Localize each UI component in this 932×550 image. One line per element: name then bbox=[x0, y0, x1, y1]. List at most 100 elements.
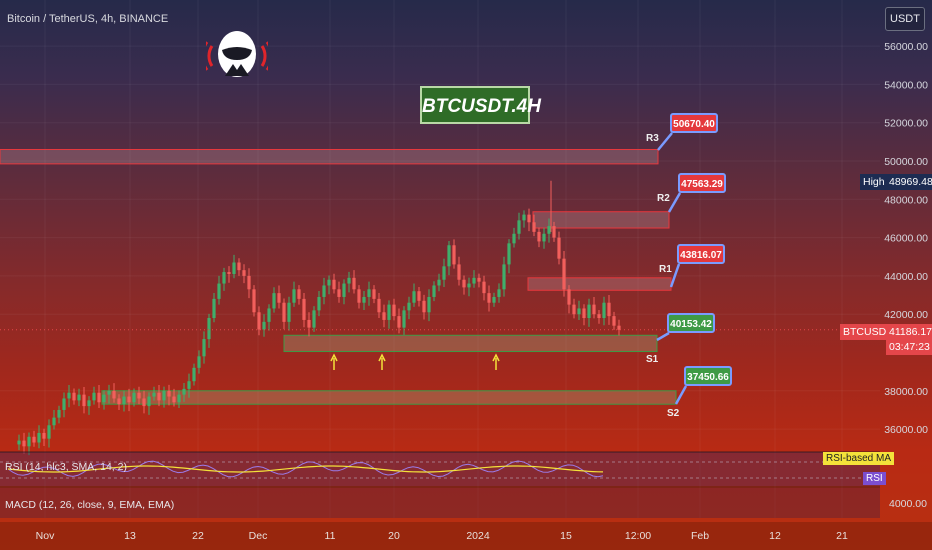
macd-legend[interactable]: MACD (12, 26, close, 9, EMA, EMA) bbox=[5, 499, 175, 511]
zone-r3 bbox=[0, 149, 659, 165]
r1-price-tag: 43816.07 bbox=[677, 244, 725, 264]
time-axis[interactable]: Nov 13 22 Dec 11 20 2024 15 12:00 Feb 12 21 bbox=[0, 522, 932, 550]
last-price-tag: 41186.17 bbox=[886, 324, 932, 340]
candle bbox=[297, 285, 301, 305]
r3-label: R3 bbox=[646, 133, 659, 144]
candle bbox=[487, 285, 491, 312]
candle-body bbox=[237, 262, 241, 271]
candle bbox=[37, 425, 41, 449]
candle bbox=[617, 319, 621, 336]
candle-body bbox=[357, 289, 361, 303]
candle bbox=[77, 388, 81, 407]
candle-body bbox=[507, 243, 511, 265]
candle bbox=[307, 312, 311, 337]
candle bbox=[247, 268, 251, 299]
candle bbox=[82, 386, 86, 414]
candle bbox=[107, 384, 111, 404]
price-tick-label: 42000.00 bbox=[884, 309, 928, 321]
candle-body bbox=[62, 398, 66, 410]
currency-button[interactable]: USDT bbox=[885, 7, 925, 31]
candle-body bbox=[147, 396, 151, 407]
price-tick-label: 36000.00 bbox=[884, 424, 928, 436]
candle bbox=[202, 331, 206, 364]
candle bbox=[332, 273, 336, 294]
candle-body bbox=[272, 293, 276, 309]
r3-price-tag: 50670.40 bbox=[670, 113, 718, 133]
candle-body bbox=[522, 214, 526, 221]
support-resistance-zones bbox=[0, 149, 677, 405]
candle bbox=[562, 251, 566, 297]
price-tick-label: 44000.00 bbox=[884, 271, 928, 283]
candle-body bbox=[252, 289, 256, 313]
candle-body bbox=[587, 304, 591, 319]
candle bbox=[262, 314, 266, 337]
s1-price-tag: 40153.42 bbox=[667, 313, 715, 333]
s2-price-tag: 37450.66 bbox=[684, 366, 732, 386]
rsi-line bbox=[7, 460, 604, 478]
candle-body bbox=[447, 245, 451, 267]
candle-body bbox=[592, 304, 596, 315]
candle-body bbox=[492, 296, 496, 303]
candle-body bbox=[292, 289, 296, 303]
rsi-legend[interactable]: RSI (14, hlc3, SMA, 14, 2) bbox=[5, 461, 127, 473]
candle bbox=[602, 296, 606, 326]
candle bbox=[482, 275, 486, 301]
candle bbox=[572, 298, 576, 319]
candle bbox=[232, 254, 236, 279]
candle bbox=[97, 385, 101, 409]
candle bbox=[117, 394, 121, 410]
candle bbox=[392, 298, 396, 321]
candle-body bbox=[112, 390, 116, 399]
r2-label: R2 bbox=[657, 193, 670, 204]
candle bbox=[607, 295, 611, 325]
time-tick-label: 20 bbox=[388, 530, 400, 542]
candle bbox=[522, 210, 526, 228]
candle bbox=[402, 306, 406, 335]
candle bbox=[502, 256, 506, 297]
candle-body bbox=[332, 279, 336, 290]
candle bbox=[552, 221, 556, 242]
candle-body bbox=[432, 285, 436, 297]
candle bbox=[112, 383, 116, 403]
candle-body bbox=[477, 277, 481, 282]
price-tick-label: 38000.00 bbox=[884, 386, 928, 398]
time-tick-label: 22 bbox=[192, 530, 204, 542]
candle-body bbox=[547, 226, 551, 234]
time-tick-label: 15 bbox=[560, 530, 572, 542]
candle-body bbox=[47, 425, 51, 439]
candle-body bbox=[417, 291, 421, 301]
candle-body bbox=[77, 394, 81, 401]
candle bbox=[57, 405, 61, 424]
up-arrow-head bbox=[492, 353, 500, 362]
price-tick-label: 48000.00 bbox=[884, 194, 928, 206]
candle-body bbox=[512, 233, 516, 244]
candle-body bbox=[42, 432, 46, 439]
candle bbox=[32, 430, 36, 447]
candle-body bbox=[412, 291, 416, 303]
candle-body bbox=[277, 293, 281, 303]
candle-body bbox=[577, 308, 581, 315]
candle bbox=[187, 373, 191, 398]
candle bbox=[17, 434, 21, 451]
candle bbox=[127, 388, 131, 412]
candle-body bbox=[367, 289, 371, 297]
candle bbox=[442, 258, 446, 288]
chart-title: Bitcoin / TetherUS, 4h, BINANCE bbox=[7, 13, 169, 25]
candle-body bbox=[487, 293, 491, 303]
candle bbox=[62, 392, 66, 418]
callout-line-s1 bbox=[656, 331, 670, 342]
candle-body bbox=[177, 394, 181, 403]
candle bbox=[47, 419, 51, 448]
candle bbox=[517, 212, 521, 240]
candle-body bbox=[442, 266, 446, 280]
candle bbox=[537, 227, 541, 248]
candle bbox=[102, 390, 106, 410]
candle-body bbox=[482, 281, 486, 294]
price-axis[interactable]: 56000.00 54000.00 52000.00 50000.00 48000.00… bbox=[880, 0, 932, 550]
up-arrow-head bbox=[330, 353, 338, 362]
bar-countdown: 03:47:23 bbox=[886, 339, 932, 355]
callout-line-r2 bbox=[667, 192, 682, 213]
candle bbox=[277, 285, 281, 309]
candle-body bbox=[527, 214, 531, 223]
r1-label: R1 bbox=[659, 264, 672, 275]
